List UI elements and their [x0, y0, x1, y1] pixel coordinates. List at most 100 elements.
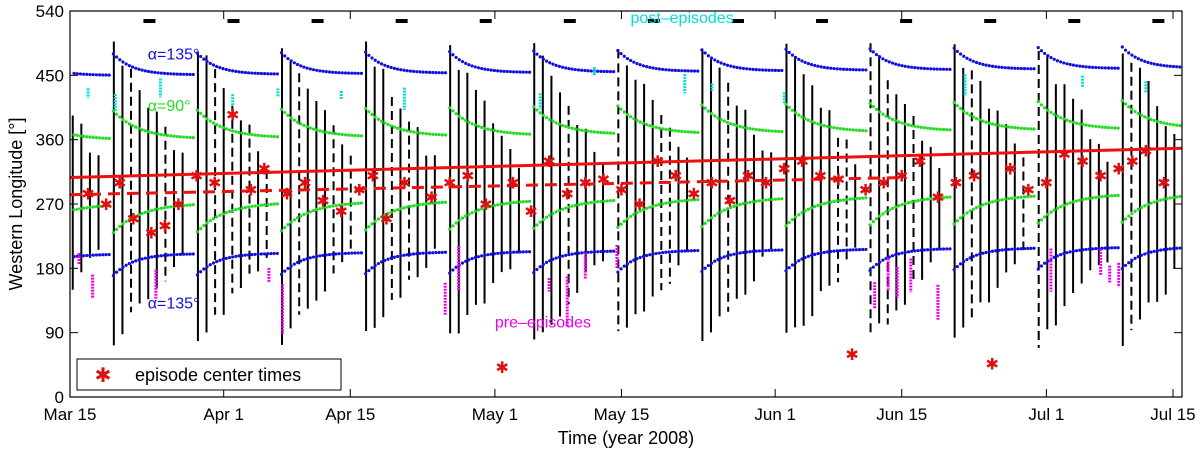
alpha135-curve-point: [641, 254, 646, 259]
alpha135-curve-point: [457, 58, 461, 62]
alpha135-curve-point: [292, 262, 296, 266]
episode-center-point: ✱: [366, 168, 379, 185]
alpha135-curve-point: [392, 66, 396, 70]
alpha135-curve-point: [521, 250, 525, 254]
alpha90-curve-point: [408, 204, 412, 208]
alpha90-curve-point: [169, 205, 173, 209]
alpha90-curve-point: [486, 205, 490, 209]
alpha90-curve-point: [1059, 116, 1063, 120]
alpha135-curve-point: [890, 254, 895, 258]
alpha90-curve-point: [405, 205, 409, 209]
alpha135-curve-point: [421, 70, 425, 74]
episode-center-point: ✱: [597, 172, 610, 189]
alpha90-curve-point: [777, 129, 781, 134]
alpha90-curve-point: [262, 134, 267, 138]
alpha135-curve-point: [761, 249, 765, 253]
alpha90-curve-point: [331, 204, 335, 208]
alpha135-curve-point: [596, 69, 600, 73]
alpha90-curve-point: [751, 200, 755, 204]
alpha135-curve-point: [906, 65, 911, 69]
alpha90-curve-point: [822, 124, 826, 128]
alpha90-curve-point: [1026, 127, 1030, 131]
alpha135-curve-point: [689, 249, 693, 253]
alpha90-curve-point: [700, 103, 704, 107]
episode-center-point: ✱: [1040, 176, 1053, 193]
alpha90-curve-point: [295, 120, 300, 124]
alpha135-curve-point: [302, 65, 306, 69]
alpha135-curve-point: [612, 70, 616, 74]
alpha135-curve-point: [1084, 65, 1088, 69]
alpha-curves-layer: [72, 45, 1182, 278]
alpha90-curve-point: [1113, 126, 1117, 130]
alpha135-curve-point: [680, 249, 684, 253]
alpha135-curve-point: [673, 68, 677, 72]
alpha135-curve-point: [243, 70, 247, 75]
episode-center-point: ✱: [81, 186, 94, 203]
alpha135-curve-point: [253, 71, 257, 75]
alpha90-curve-point: [434, 201, 438, 205]
alpha135-curve-point: [596, 250, 600, 254]
alpha90-curve-point: [732, 123, 736, 127]
alpha135-curve-point: [735, 65, 739, 70]
alpha90-curve-point: [881, 212, 885, 216]
alpha135-curve-point: [564, 253, 568, 257]
alpha90-curve-point: [231, 129, 235, 133]
alpha90-curve-point: [978, 118, 982, 122]
alpha90-curve-point: [1068, 201, 1072, 205]
alpha90-curve-point: [1130, 211, 1134, 216]
alpha135-curve-point: [376, 60, 381, 64]
alpha135-curve-point: [535, 267, 539, 272]
alpha90-curve-point: [505, 201, 509, 205]
alpha135-curve-point: [709, 56, 714, 60]
alpha135-curve-point: [72, 71, 76, 75]
alpha135-curve-point: [1087, 65, 1091, 69]
alpha135-curve-point: [1003, 248, 1007, 252]
alpha90-curve-point: [741, 202, 746, 206]
alpha90-curve-point: [486, 127, 490, 131]
alpha135-curve-point: [732, 65, 736, 69]
alpha90-curve-point: [1159, 120, 1163, 124]
alpha135-curve-point: [851, 68, 855, 72]
alpha90-curve-point: [592, 130, 597, 134]
alpha90-curve-point: [343, 202, 348, 206]
alpha90-curve-point: [199, 111, 203, 116]
alpha90-curve-point: [392, 209, 396, 213]
alpha135-curve-point: [800, 257, 804, 261]
alpha135-curve-point: [146, 69, 151, 74]
alpha135-curve-point: [515, 70, 519, 74]
alpha135-curve-point: [524, 250, 528, 254]
alpha135-curve-point: [794, 55, 798, 60]
alpha135-curve-point: [667, 250, 671, 254]
alpha135-curve-point: [1127, 51, 1131, 55]
alpha90-curve-point: [72, 208, 76, 212]
alpha135-curve-point: [825, 66, 830, 70]
alpha135-curve-point: [353, 251, 357, 255]
alpha135-curve-point: [861, 247, 865, 252]
fit-line-solid: [69, 146, 1183, 180]
alpha90-curve-point: [780, 129, 784, 134]
alpha90-curve-point: [1123, 217, 1128, 221]
alpha135-curve-point: [492, 68, 497, 73]
alpha135-curve-point: [127, 64, 131, 68]
alpha90-curve-point: [240, 206, 244, 210]
alpha135-curve-point: [121, 265, 125, 269]
alpha90-curve-point: [85, 135, 89, 139]
alpha90-curve-point: [240, 131, 244, 135]
alpha135-curve-point: [496, 251, 500, 256]
alpha90-curve-point: [729, 122, 733, 126]
alpha90-curve-point: [289, 220, 293, 224]
alpha90-curve-point: [641, 207, 646, 212]
alpha135-curve-point: [101, 73, 105, 77]
alpha90-curve-point: [913, 124, 917, 128]
alpha90-curve-point: [1022, 195, 1027, 199]
annotation-label: α=90°: [148, 98, 191, 115]
alpha90-curve-point: [137, 126, 141, 131]
alpha135-curve-point: [748, 250, 752, 254]
episode-center-point: ✱: [931, 190, 944, 207]
alpha90-curve-point: [1165, 122, 1169, 126]
alpha90-curve-point: [311, 127, 316, 131]
alpha135-curve-point: [1165, 64, 1169, 68]
alpha135-curve-point: [473, 65, 477, 69]
alpha90-curve-point: [515, 200, 519, 204]
alpha90-curve-point: [156, 207, 160, 211]
